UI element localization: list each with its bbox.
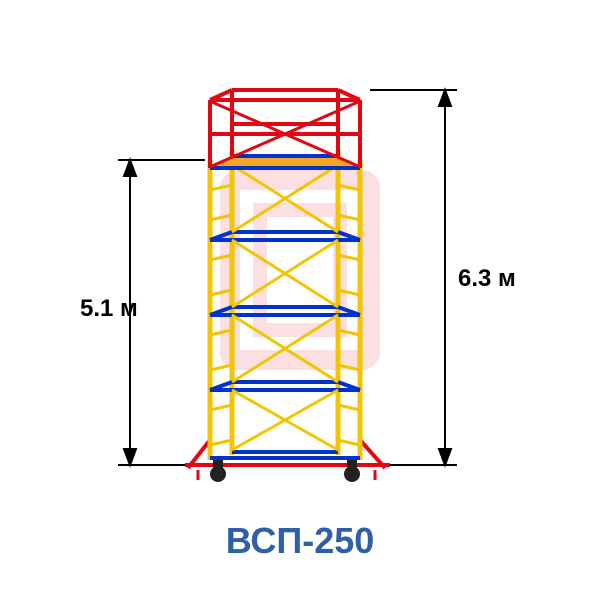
- dim-right: [370, 90, 457, 465]
- dim-label-right: 6.3 м: [458, 265, 516, 293]
- diagram-canvas: 5.1 м 6.3 м ВСП-250: [0, 0, 600, 600]
- product-title-text: ВСП-250: [226, 520, 375, 561]
- product-title: ВСП-250: [0, 520, 600, 562]
- dim-label-left: 5.1 м: [80, 295, 138, 323]
- wheels: [210, 458, 360, 482]
